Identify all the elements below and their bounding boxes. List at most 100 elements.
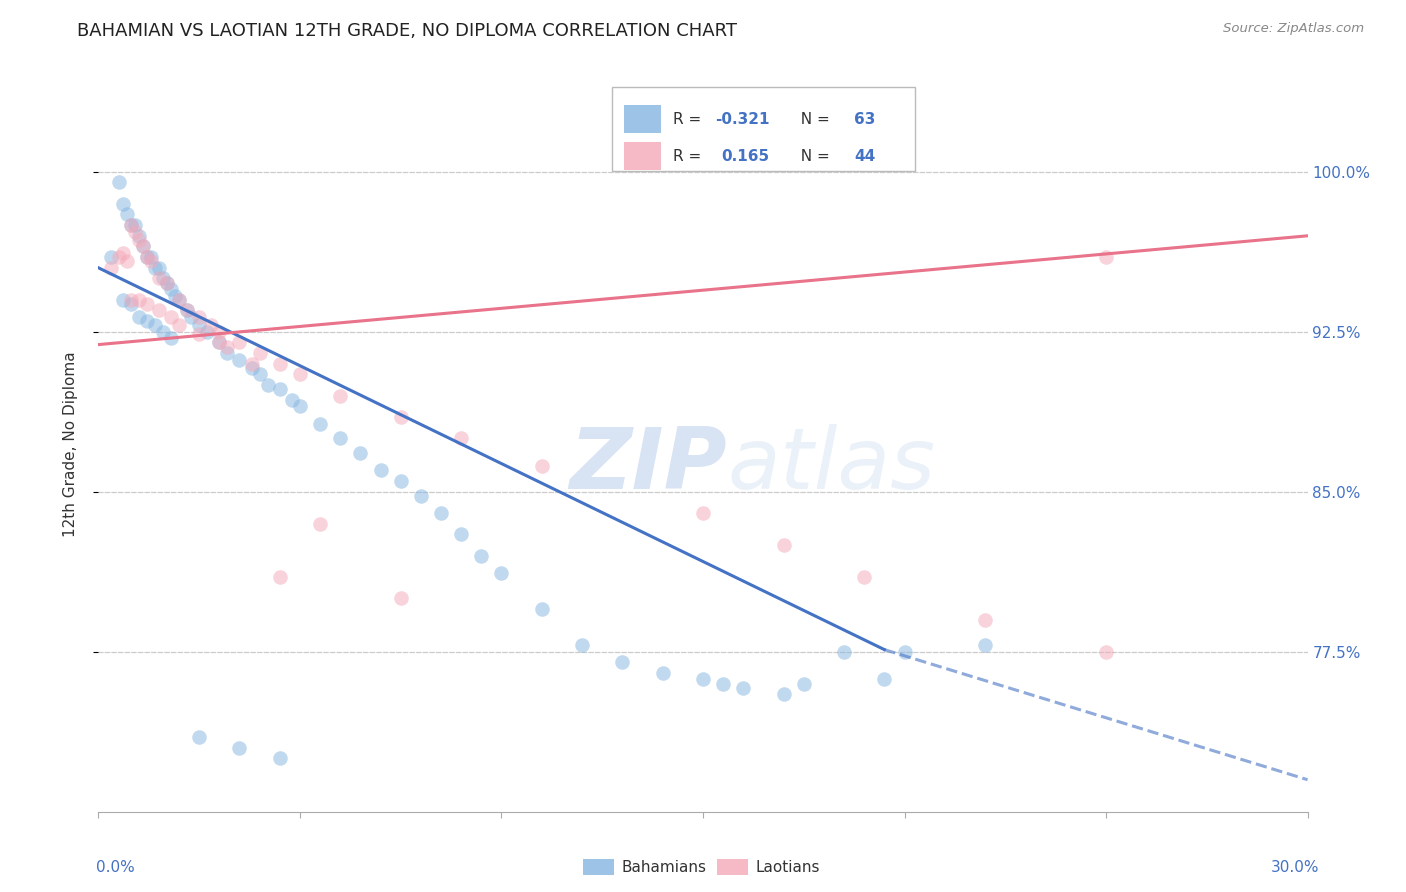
Point — [135, 297, 157, 311]
Text: Source: ZipAtlas.com: Source: ZipAtlas.com — [1223, 22, 1364, 36]
Point — [156, 276, 179, 290]
Point — [111, 293, 134, 307]
Point — [470, 549, 492, 563]
Point — [281, 392, 304, 407]
Point — [832, 645, 855, 659]
Point — [430, 506, 453, 520]
Point — [1095, 645, 1118, 659]
Point — [167, 293, 190, 307]
Point — [107, 250, 129, 264]
Point — [269, 751, 291, 765]
Point — [111, 196, 134, 211]
Point — [128, 310, 150, 324]
Text: R =: R = — [672, 112, 706, 127]
Point — [530, 602, 553, 616]
Text: R =: R = — [672, 149, 711, 164]
Text: atlas: atlas — [727, 425, 935, 508]
Point — [135, 250, 157, 264]
Point — [139, 254, 162, 268]
Point — [450, 432, 472, 446]
Point — [571, 638, 593, 652]
Point — [240, 361, 263, 376]
Point — [329, 389, 352, 403]
Point — [612, 656, 634, 670]
Point — [249, 346, 271, 360]
Point — [120, 297, 142, 311]
Point — [163, 288, 186, 302]
Point — [269, 570, 291, 584]
Point — [288, 400, 311, 414]
Text: ZIP: ZIP — [569, 425, 727, 508]
Point — [188, 730, 211, 744]
Point — [148, 260, 170, 275]
Point — [176, 303, 198, 318]
Text: 30.0%: 30.0% — [1271, 860, 1319, 874]
Point — [128, 293, 150, 307]
Point — [370, 463, 392, 477]
Point — [208, 325, 231, 339]
Point — [180, 310, 202, 324]
Point — [208, 335, 231, 350]
Point — [217, 346, 239, 360]
Point — [269, 357, 291, 371]
Point — [228, 335, 250, 350]
Text: Laotians: Laotians — [755, 860, 820, 874]
Point — [188, 310, 211, 324]
Point — [160, 310, 183, 324]
Point — [309, 516, 332, 531]
Point — [135, 250, 157, 264]
Point — [120, 218, 142, 232]
Point — [132, 239, 155, 253]
Point — [711, 677, 734, 691]
Point — [200, 318, 222, 333]
Point — [160, 331, 183, 345]
Point — [853, 570, 876, 584]
Point — [124, 225, 146, 239]
Point — [100, 260, 122, 275]
Bar — [624, 105, 661, 133]
Point — [120, 293, 142, 307]
Point — [115, 207, 138, 221]
Point — [772, 538, 794, 552]
Point — [228, 740, 250, 755]
Point — [128, 228, 150, 243]
Point — [100, 250, 122, 264]
Point — [167, 293, 190, 307]
Point — [974, 613, 997, 627]
Point — [409, 489, 432, 503]
Point — [208, 335, 231, 350]
Point — [389, 591, 412, 606]
Point — [128, 233, 150, 247]
Text: N =: N = — [792, 149, 835, 164]
Text: 0.165: 0.165 — [721, 149, 769, 164]
Point — [269, 383, 291, 397]
Point — [974, 638, 997, 652]
Point — [491, 566, 513, 580]
Point — [143, 318, 166, 333]
Point — [349, 446, 371, 460]
Point — [873, 673, 896, 687]
Point — [132, 239, 155, 253]
Point — [530, 459, 553, 474]
Point — [135, 314, 157, 328]
Text: 63: 63 — [855, 112, 876, 127]
Text: 44: 44 — [855, 149, 876, 164]
Point — [152, 271, 174, 285]
Bar — [624, 142, 661, 170]
Point — [115, 254, 138, 268]
Point — [188, 318, 211, 333]
Point — [188, 326, 211, 341]
Text: Bahamians: Bahamians — [621, 860, 706, 874]
Point — [160, 282, 183, 296]
Bar — [583, 859, 614, 875]
Point — [893, 645, 915, 659]
Point — [389, 474, 412, 488]
Point — [195, 325, 218, 339]
Point — [256, 378, 278, 392]
Point — [176, 303, 198, 318]
Point — [143, 260, 166, 275]
Point — [167, 318, 190, 333]
Bar — [613, 87, 915, 171]
Point — [692, 673, 714, 687]
Point — [107, 176, 129, 190]
